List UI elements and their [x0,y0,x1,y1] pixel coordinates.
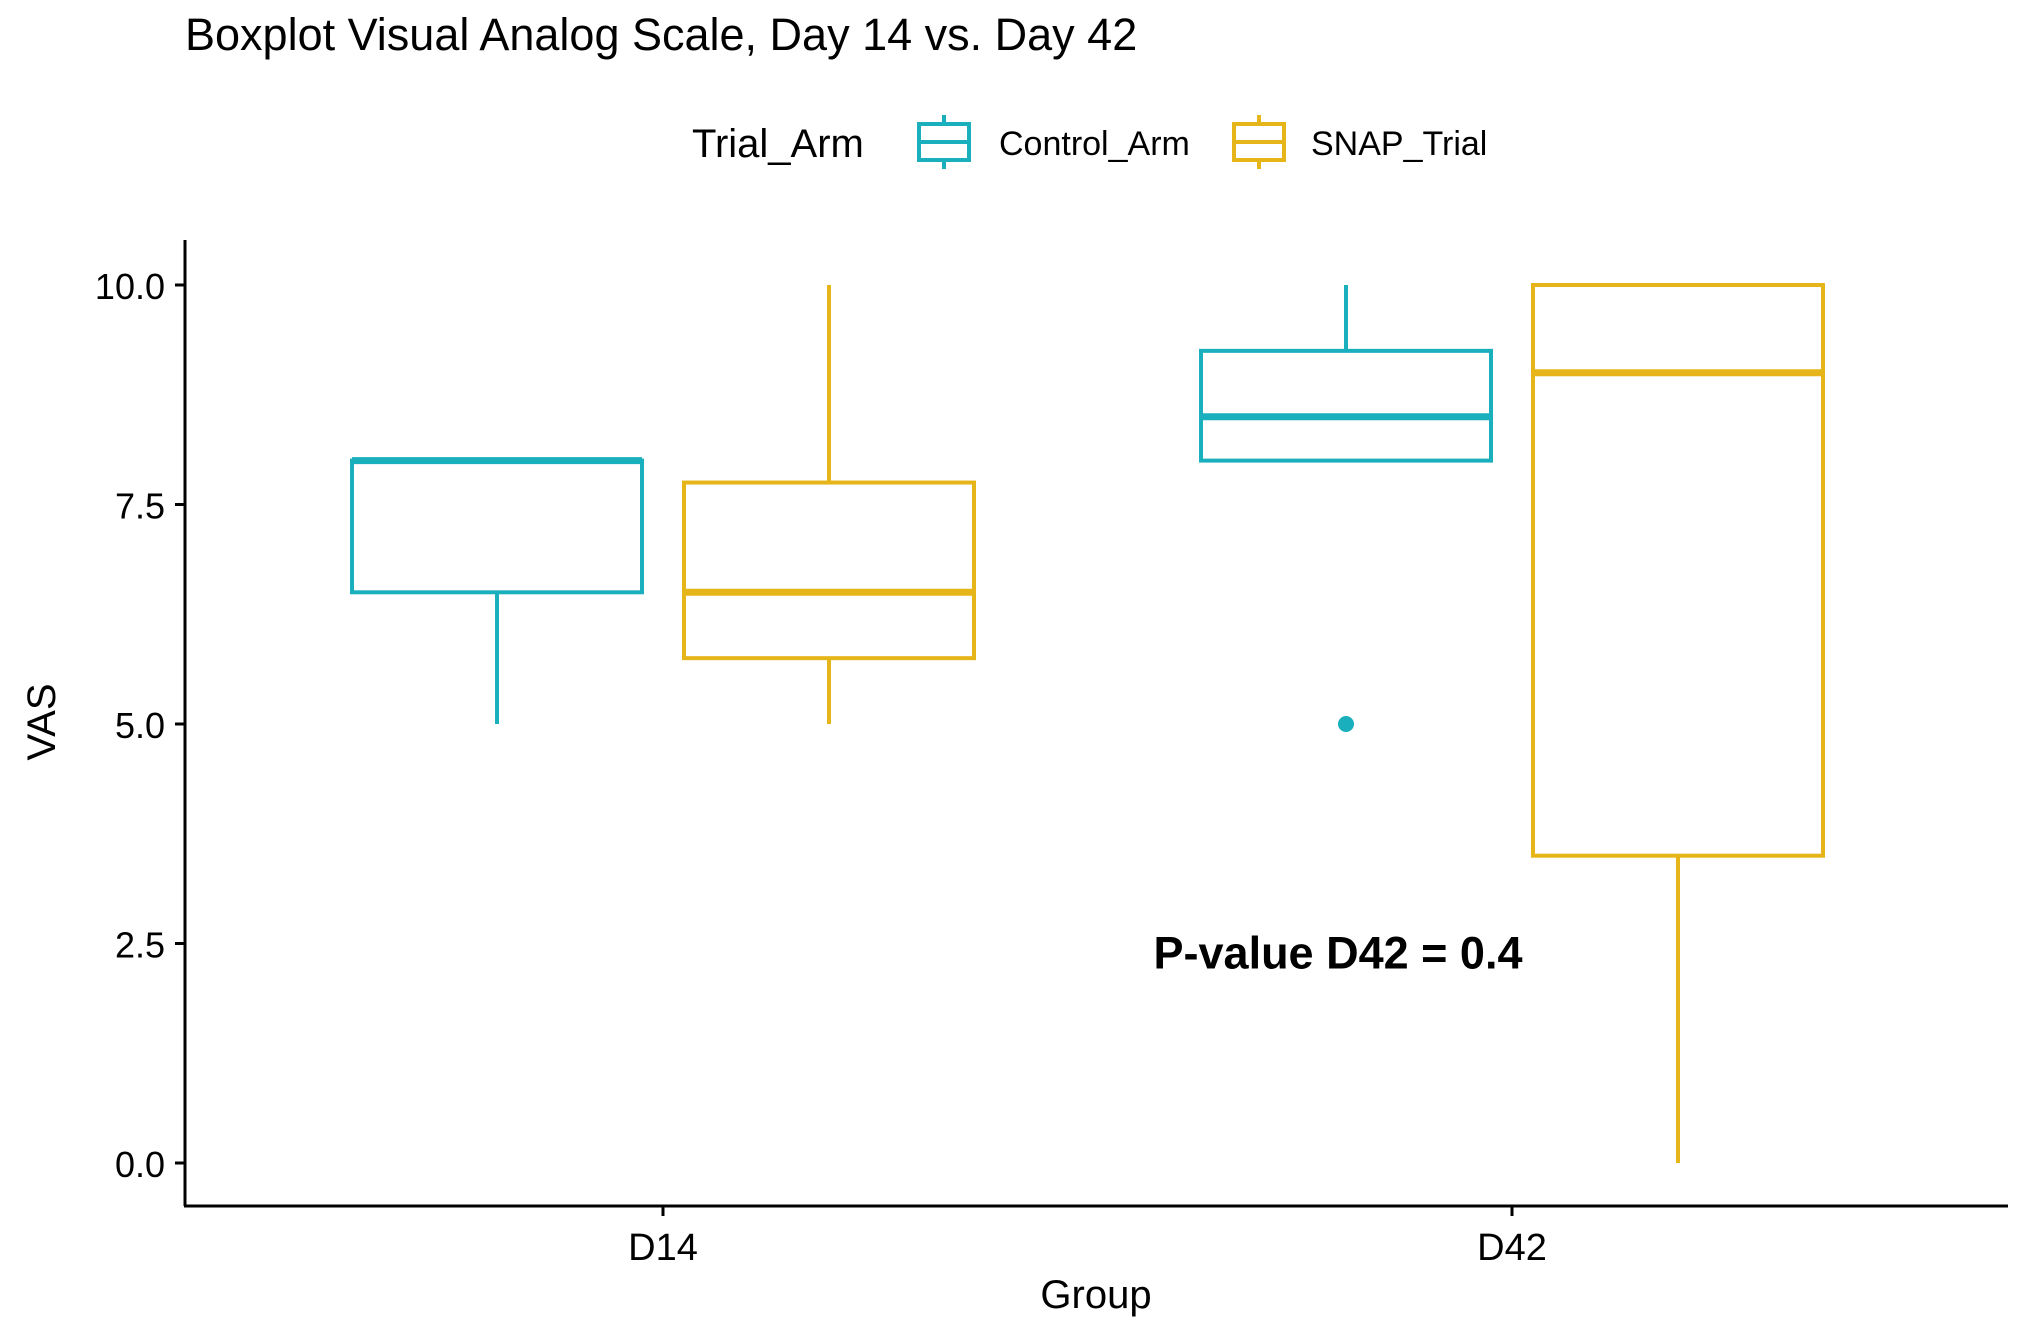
p-value-annotation: P-value D42 = 0.4 [1154,927,1523,978]
y-tick-label: 5.0 [115,705,165,746]
x-axis-label: Group [1040,1273,1151,1317]
y-tick-label: 2.5 [115,925,165,966]
x-tick-label: D14 [628,1227,698,1269]
legend-item-label: Control_Arm [999,125,1190,163]
iqr-box [682,480,976,661]
y-axis-label: VAS [20,683,64,760]
x-axis-ticks: D14 D42 [628,1206,1547,1269]
legend-items: Control_Arm SNAP_Trial [917,115,1487,169]
y-tick-label: 10.0 [95,266,165,307]
outlier-point [1338,716,1354,732]
box-snap-trial-d14 [682,285,976,724]
x-tick-label: D42 [1477,1227,1547,1269]
iqr-box [1531,283,1825,858]
y-tick-label: 7.5 [115,486,165,527]
legend-title: Trial_Arm [692,122,864,166]
chart-title: Boxplot Visual Analog Scale, Day 14 vs. … [185,9,1137,60]
box-snap-trial-d42 [1531,283,1825,1163]
legend-item-control-arm: Control_Arm [917,115,1190,169]
iqr-box [1199,348,1493,463]
legend: Trial_Arm Control_Arm SNAP_Trial [692,115,1487,169]
y-tick-label: 0.0 [115,1144,165,1185]
iqr-box [350,458,644,595]
box-control-arm-d42 [1199,285,1493,732]
y-axis-ticks: 0.0 2.5 5.0 7.5 10.0 [95,266,185,1185]
legend-item-label: SNAP_Trial [1311,125,1487,163]
plot-area [350,283,1825,1163]
legend-item-snap-trial: SNAP_Trial [1232,115,1487,169]
box-control-arm-d14 [350,457,644,724]
